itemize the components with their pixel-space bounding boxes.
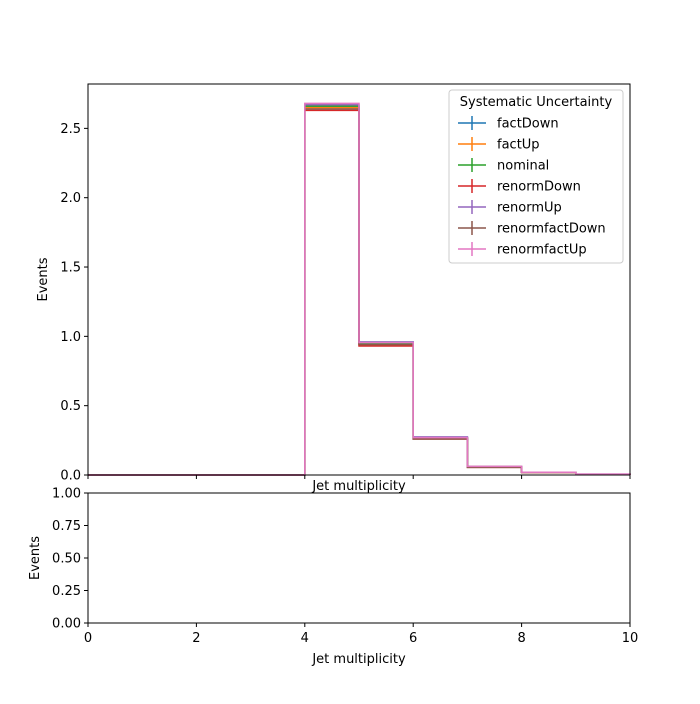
- y-tick-label: 0.00: [52, 617, 81, 632]
- legend-title: Systematic Uncertainty: [460, 95, 613, 110]
- legend-label-factup: factUp: [497, 138, 540, 153]
- main-panel: 0.0 0.5 1.0 1.5 2.0 2.5 Jet multiplicity Events…: [36, 83, 631, 494]
- x-tick-label: 4: [301, 631, 309, 646]
- legend-label-renormfactdown: renormfactDown: [497, 222, 606, 237]
- ratio-y-axis-label: Events: [28, 536, 43, 580]
- ratio-panel: 0 2 4 6 8 10 0.00 0.25 0.50 0.75 1.00 Jet multiplic…: [28, 487, 638, 668]
- legend-label-nominal: nominal: [497, 159, 549, 174]
- legend-label-renormfactup: renormfactUp: [497, 243, 587, 258]
- y-tick-label: 2.0: [60, 191, 81, 206]
- x-tick-label: 6: [409, 631, 417, 646]
- main-y-axis-label: Events: [36, 257, 51, 301]
- legend-label-renormdown: renormDown: [497, 180, 581, 195]
- y-tick-label: 1.5: [60, 261, 81, 276]
- main-x-axis-label: Jet multiplicity: [311, 479, 406, 494]
- main-axes-frame: [87, 83, 631, 476]
- x-tick-label: 8: [517, 631, 525, 646]
- x-tick-label: 10: [622, 631, 639, 646]
- y-tick-label: 0.5: [60, 399, 81, 414]
- ratio-x-axis-label: Jet multiplicity: [311, 652, 406, 667]
- y-tick-label: 2.5: [60, 122, 81, 137]
- y-tick-label: 0.0: [60, 469, 81, 484]
- y-tick-label: 0.75: [52, 519, 81, 534]
- legend-box: [448, 89, 624, 264]
- legend-label-renormup: renormUp: [497, 201, 562, 216]
- y-tick-label: 0.25: [52, 584, 81, 599]
- legend-label-factdown: factDown: [497, 117, 559, 132]
- y-tick-label: 1.00: [52, 487, 81, 502]
- x-tick-label: 0: [84, 631, 92, 646]
- y-tick-label: 0.50: [52, 552, 81, 567]
- x-tick-label: 2: [192, 631, 200, 646]
- y-tick-label: 1.0: [60, 330, 81, 345]
- legend: Systematic Uncertainty factDown factUp nomi…: [448, 89, 624, 264]
